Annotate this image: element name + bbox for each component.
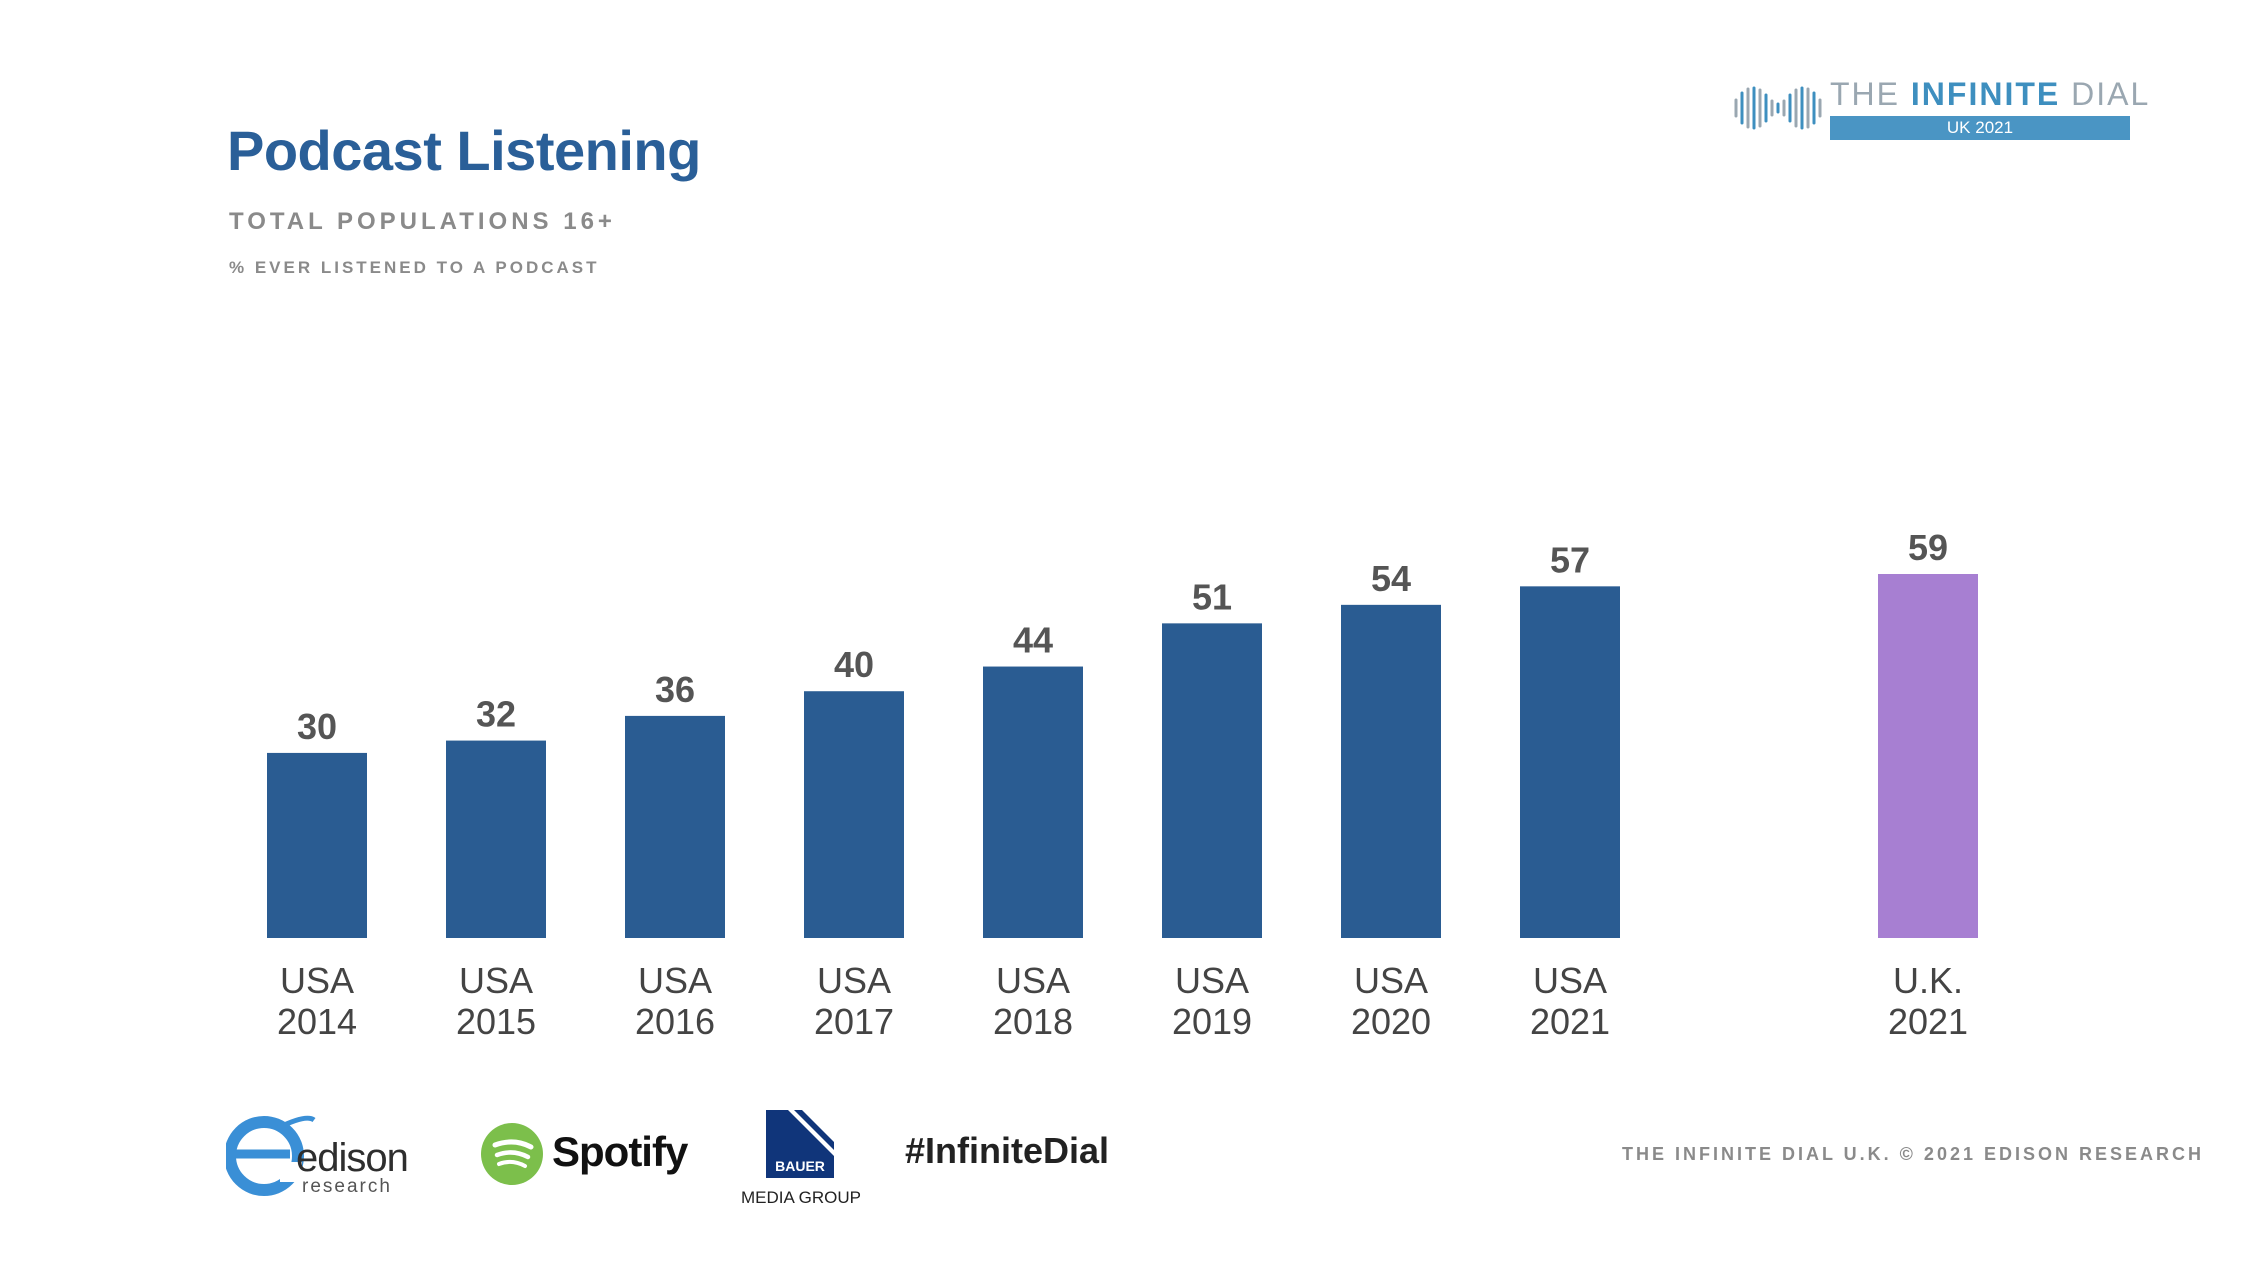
edison-wordmark: edison xyxy=(296,1136,409,1180)
bar-usa-2021 xyxy=(1520,586,1620,938)
bar-usa-2017 xyxy=(804,691,904,938)
category-label: 2020 xyxy=(1351,1001,1431,1042)
data-label: 57 xyxy=(1550,539,1590,580)
bar-usa-2018 xyxy=(983,666,1083,938)
data-label: 40 xyxy=(834,644,874,685)
data-label: 30 xyxy=(297,706,337,747)
category-label: USA xyxy=(996,960,1070,1001)
bauer-media-logo: BAUER MEDIA GROUP xyxy=(738,1108,868,1213)
category-label: 2021 xyxy=(1888,1001,1968,1042)
bauer-logo-box: BAUER xyxy=(766,1110,834,1178)
edison-research-logo: edison research xyxy=(226,1110,426,1200)
bauer-name: BAUER xyxy=(775,1158,825,1174)
brand-name: THE INFINITE DIAL xyxy=(1830,76,2151,112)
bar-usa-2020 xyxy=(1341,604,1441,938)
bauer-logo-icon xyxy=(788,1110,834,1156)
spotify-icon xyxy=(481,1123,543,1185)
data-label: 51 xyxy=(1192,576,1232,617)
bar-usa-2019 xyxy=(1162,623,1262,938)
category-label: U.K. xyxy=(1893,960,1963,1001)
category-label: 2016 xyxy=(635,1001,715,1042)
category-label: 2021 xyxy=(1530,1001,1610,1042)
infinity-icon xyxy=(1734,86,1822,130)
bar-uk-2021 xyxy=(1878,574,1978,938)
category-label: USA xyxy=(1175,960,1249,1001)
category-label: USA xyxy=(459,960,533,1001)
category-label: USA xyxy=(817,960,891,1001)
bar-usa-2015 xyxy=(446,740,546,938)
hashtag: #InfiniteDial xyxy=(905,1130,1110,1171)
spotify-wordmark: Spotify xyxy=(552,1128,688,1175)
category-label: USA xyxy=(1533,960,1607,1001)
bar-usa-2016 xyxy=(625,715,725,938)
category-label: USA xyxy=(280,960,354,1001)
category-label: 2017 xyxy=(814,1001,894,1042)
chart-metric-label: % EVER LISTENED TO A PODCAST xyxy=(229,258,600,277)
chart-subtitle: TOTAL POPULATIONS 16+ xyxy=(229,208,616,235)
spotify-logo: Spotify xyxy=(480,1120,700,1190)
data-label: 36 xyxy=(655,669,695,710)
data-label: 54 xyxy=(1371,558,1411,599)
brand-edition: UK 2021 xyxy=(1830,116,2130,140)
category-label: 2015 xyxy=(456,1001,536,1042)
data-label: 44 xyxy=(1013,620,1053,661)
category-label: 2019 xyxy=(1172,1001,1252,1042)
infinite-dial-logo: THE INFINITE DIAL UK 2021 xyxy=(1730,76,2148,146)
category-label: 2018 xyxy=(993,1001,1073,1042)
page-title: Podcast Listening xyxy=(227,119,701,182)
edison-subtext: research xyxy=(302,1176,392,1197)
bauer-subtext: MEDIA GROUP xyxy=(741,1188,861,1207)
data-label: 32 xyxy=(476,694,516,735)
data-label: 59 xyxy=(1908,527,1948,568)
category-label: USA xyxy=(1354,960,1428,1001)
category-label: 2014 xyxy=(277,1001,357,1042)
copyright: THE INFINITE DIAL U.K. © 2021 EDISON RES… xyxy=(1622,1144,2205,1164)
category-label: USA xyxy=(638,960,712,1001)
edison-logo-icon xyxy=(226,1115,316,1196)
bar-usa-2014 xyxy=(267,752,367,938)
